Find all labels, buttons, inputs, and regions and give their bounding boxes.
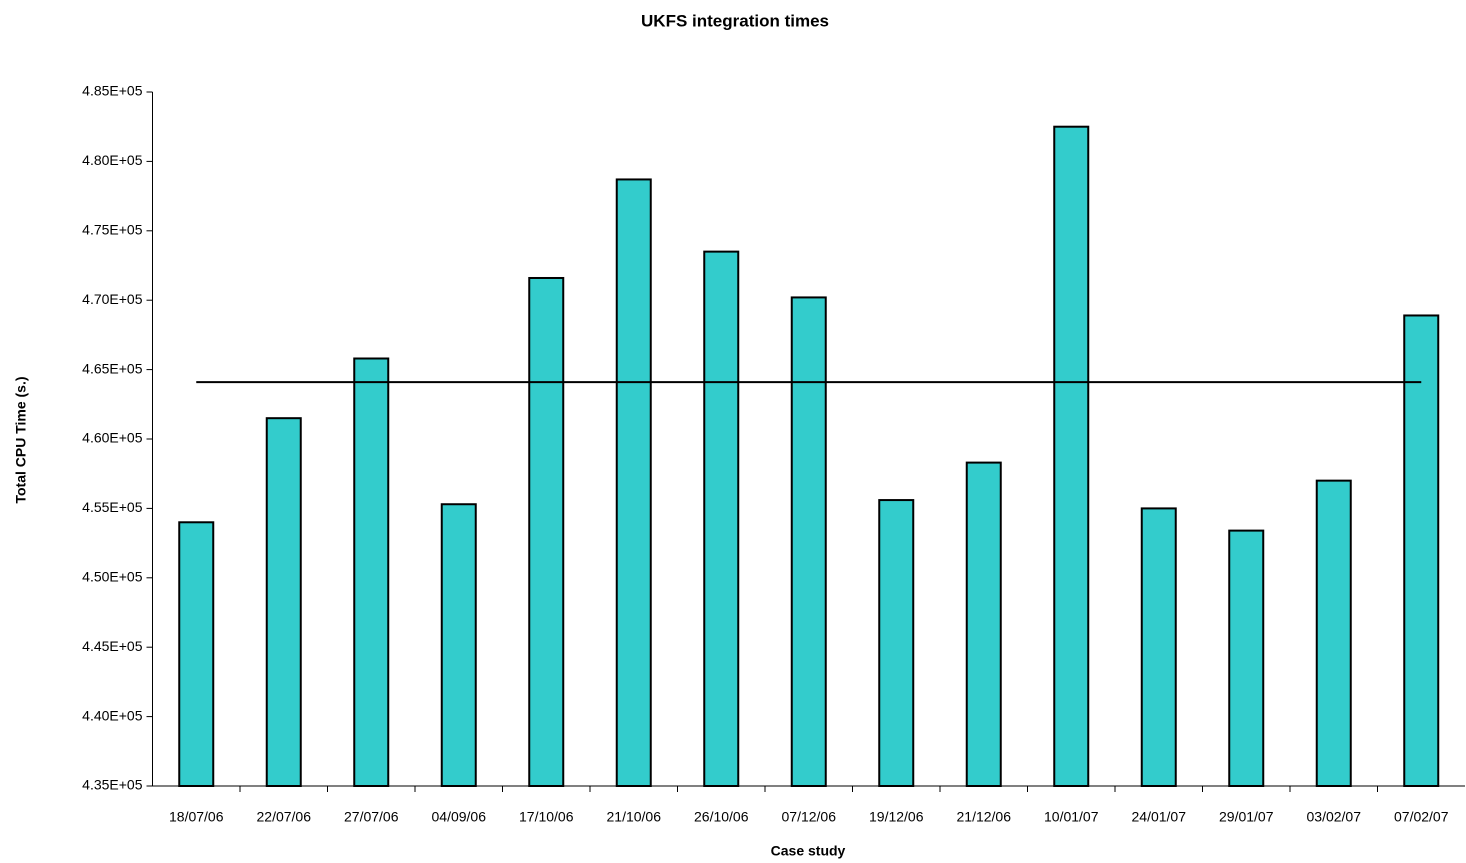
bar [965, 461, 1002, 787]
y-tick-label: 4.35E+05 [82, 777, 143, 793]
x-tick-label: 04/09/06 [432, 809, 487, 825]
bar [178, 521, 215, 788]
y-tick-label: 4.80E+05 [82, 152, 143, 168]
x-tick-label: 07/02/07 [1394, 809, 1449, 825]
x-tick-label: 21/10/06 [607, 809, 662, 825]
bar [703, 250, 740, 787]
y-tick-label: 4.85E+05 [82, 83, 143, 99]
bar [615, 178, 652, 788]
y-tick-label: 4.65E+05 [82, 360, 143, 376]
x-tick-label: 27/07/06 [344, 809, 399, 825]
bar [353, 357, 390, 787]
bar [1053, 125, 1090, 787]
y-tick-label: 4.60E+05 [82, 430, 143, 446]
x-tick-label: 18/07/06 [169, 809, 224, 825]
x-tick-label: 17/10/06 [519, 809, 574, 825]
bar [1228, 529, 1265, 787]
x-tick-label: 10/01/07 [1044, 809, 1099, 825]
y-tick-label: 4.70E+05 [82, 291, 143, 307]
bar [1140, 507, 1177, 787]
chart-title: UKFS integration times [641, 11, 829, 30]
x-tick-label: 26/10/06 [694, 809, 749, 825]
bar [265, 417, 302, 787]
y-tick-label: 4.40E+05 [82, 707, 143, 723]
y-tick-label: 4.50E+05 [82, 569, 143, 585]
bar [440, 503, 477, 787]
x-tick-label: 24/01/07 [1132, 809, 1187, 825]
x-axis-title: Case study [771, 843, 846, 859]
bar [790, 296, 827, 787]
y-tick-label: 4.55E+05 [82, 499, 143, 515]
x-tick-label: 03/02/07 [1307, 809, 1362, 825]
x-tick-label: 29/01/07 [1219, 809, 1274, 825]
y-tick-label: 4.45E+05 [82, 638, 143, 654]
x-tick-label: 22/07/06 [257, 809, 312, 825]
x-tick-label: 21/12/06 [957, 809, 1012, 825]
y-axis-title: Total CPU Time (s.) [13, 376, 29, 503]
x-tick-label: 19/12/06 [869, 809, 924, 825]
bar [878, 499, 915, 787]
x-tick-label: 07/12/06 [782, 809, 837, 825]
bar [528, 276, 565, 787]
bar [1315, 479, 1352, 787]
y-tick-label: 4.75E+05 [82, 222, 143, 238]
bar [1403, 314, 1440, 787]
